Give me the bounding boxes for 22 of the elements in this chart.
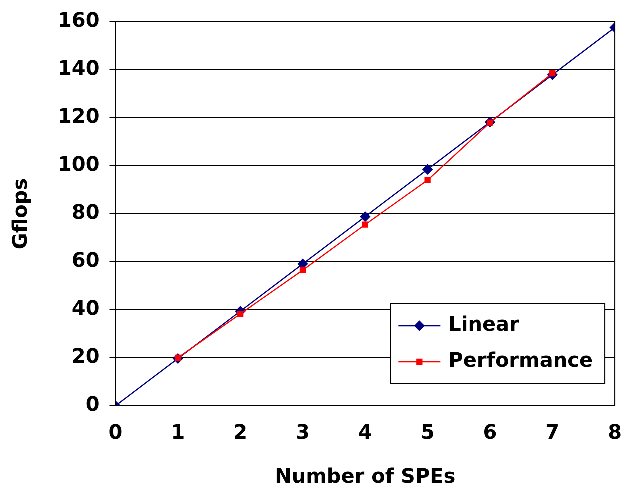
x-tick-label: 8 <box>608 420 622 444</box>
x-tick-label: 1 <box>171 420 186 444</box>
y-tick-label: 40 <box>72 296 100 320</box>
y-axis-title: Gflops <box>8 178 32 250</box>
x-tick-label: 4 <box>358 420 372 444</box>
x-tick-label: 6 <box>483 420 498 444</box>
legend-label: Performance <box>448 348 594 372</box>
y-tick-label: 60 <box>72 248 100 272</box>
y-tick-label: 140 <box>58 56 100 80</box>
y-tick-label: 100 <box>58 152 100 176</box>
x-tick-label: 5 <box>420 420 435 444</box>
y-tick-label: 120 <box>58 104 100 128</box>
x-axis-title: Number of SPEs <box>275 464 456 488</box>
y-tick-label: 160 <box>58 8 100 32</box>
y-tick-label: 20 <box>72 344 100 368</box>
y-tick-label: 0 <box>86 392 100 416</box>
x-tick-label: 0 <box>108 420 123 444</box>
y-tick-label: 80 <box>72 200 100 224</box>
x-tick-label: 7 <box>546 420 560 444</box>
x-tick-label: 3 <box>296 420 310 444</box>
x-tick-label: 2 <box>234 420 248 444</box>
legend-label: Linear <box>448 312 520 336</box>
